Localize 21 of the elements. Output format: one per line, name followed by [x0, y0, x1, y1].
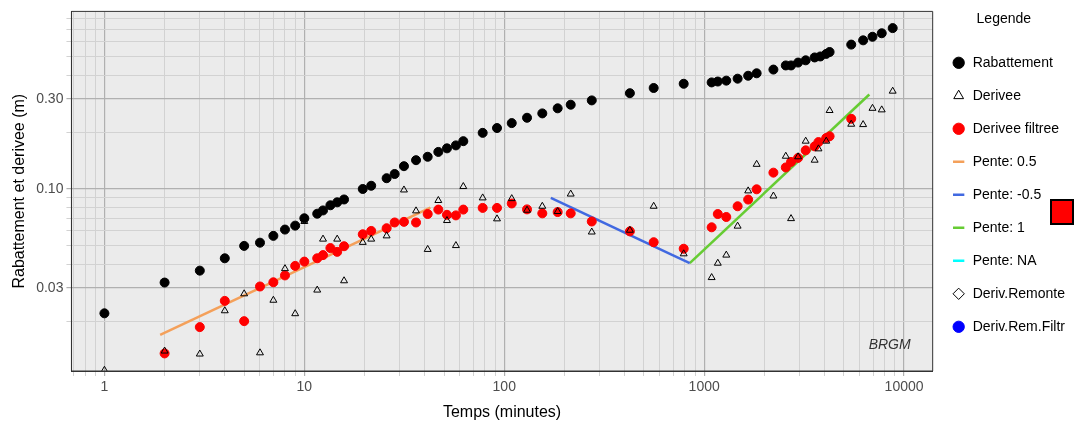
legend-label: Pente: -0.5 [972, 185, 1042, 202]
legend-label: Derivee [972, 86, 1022, 103]
legend-label: Derivee filtree [972, 119, 1060, 136]
legend-label: Pente: 0.5 [972, 152, 1037, 169]
y-axis-title: Rabattement et derivee (m) [10, 93, 28, 289]
x-tick-label: 1 [100, 378, 109, 395]
legend-label: Rabattement [972, 53, 1053, 70]
x-axis-title: Temps (minutes) [442, 402, 562, 420]
x-tick-label: 1000 [688, 378, 720, 395]
annotation: BRGM [868, 336, 912, 352]
x-tick-label: 10000 [884, 378, 924, 395]
legend-title: Legende [976, 9, 1032, 26]
y-tick-label: 0.30 [36, 89, 64, 106]
y-tick-label: 0.10 [36, 179, 64, 196]
legend-label: Deriv.Remonte [972, 284, 1066, 301]
legend-label: Pente: 1 [972, 218, 1026, 235]
x-tick-label: 100 [492, 378, 517, 395]
x-tick-label: 10 [296, 378, 313, 395]
legend-label: Pente: NA [972, 251, 1038, 268]
y-tick-label: 0.03 [36, 278, 64, 295]
legend-label: Deriv.Rem.Filtr [972, 317, 1066, 334]
